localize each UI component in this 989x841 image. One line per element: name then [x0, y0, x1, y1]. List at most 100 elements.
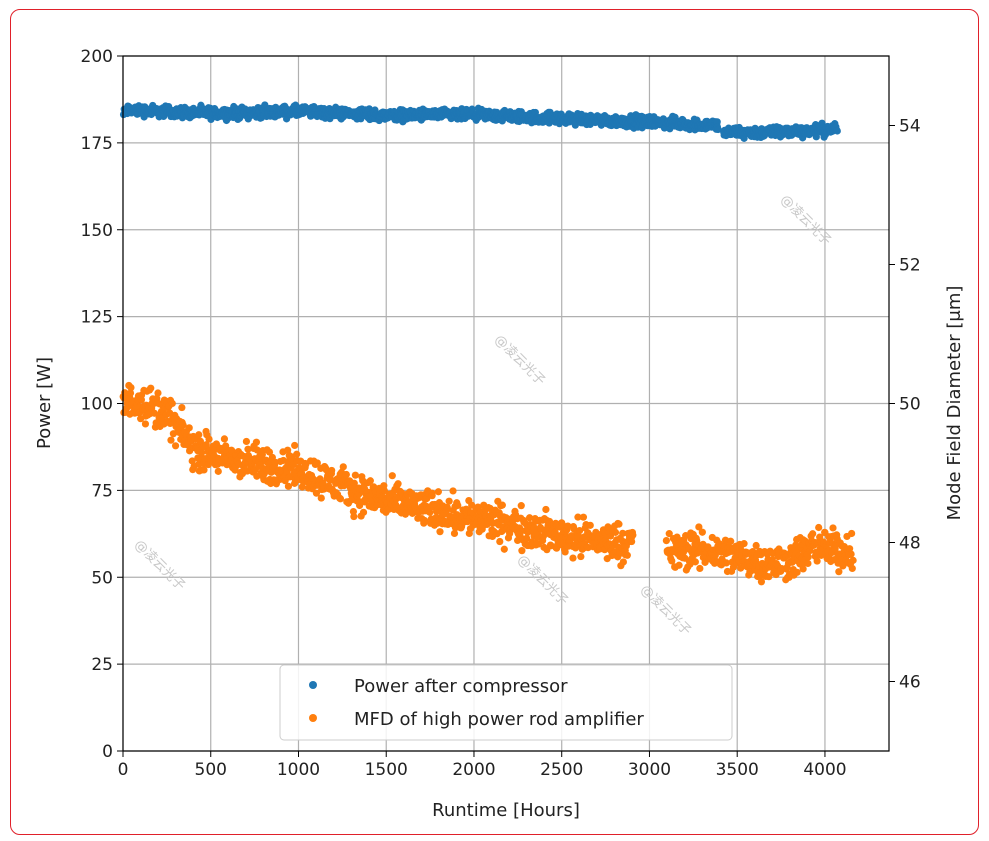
y-tick-label: 175	[81, 134, 113, 154]
data-point	[619, 529, 627, 537]
data-point	[518, 547, 526, 555]
data-point	[846, 545, 854, 553]
x-ticks: 0 500 1000 1500 2000 2500 3000 3500 4000	[118, 751, 847, 780]
image-border	[10, 9, 979, 835]
series-1	[119, 381, 857, 586]
x-tick-label: 4000	[803, 760, 846, 780]
data-point	[847, 550, 855, 558]
x-tick-label: 3000	[628, 760, 671, 780]
data-point	[436, 528, 444, 536]
y-right-tick-label: 50	[899, 395, 921, 415]
y-tick-label: 25	[91, 655, 113, 675]
data-point	[295, 464, 303, 472]
data-point	[284, 482, 293, 490]
data-point	[673, 533, 681, 541]
data-point	[561, 548, 569, 556]
x-tick-label: 2000	[452, 760, 495, 780]
data-point	[293, 450, 301, 458]
data-point	[197, 449, 206, 457]
data-point	[317, 494, 325, 502]
data-point	[178, 403, 186, 412]
data-point	[167, 436, 175, 444]
data-point	[168, 399, 176, 408]
data-point	[615, 520, 623, 528]
data-point	[829, 524, 837, 532]
data-point	[244, 445, 252, 453]
data-point	[662, 536, 670, 545]
data-point	[668, 557, 676, 565]
data-point	[848, 564, 856, 573]
data-point	[426, 508, 434, 516]
x-tick-label: 0	[118, 760, 129, 780]
x-axis-label: Runtime [Hours]	[432, 800, 580, 821]
x-tick-label: 3500	[716, 760, 759, 780]
data-point	[454, 501, 462, 510]
data-point	[496, 537, 504, 546]
data-point	[449, 487, 457, 495]
x-tick-label: 2500	[540, 760, 583, 780]
data-point	[265, 448, 274, 456]
data-point	[713, 118, 721, 126]
data-point	[812, 133, 820, 141]
data-point	[515, 524, 524, 532]
data-point	[757, 578, 766, 586]
data-point	[793, 568, 801, 576]
data-point	[359, 477, 367, 485]
legend-box	[279, 664, 733, 741]
data-point	[586, 521, 594, 529]
data-point	[804, 559, 812, 568]
x-tick-label: 500	[195, 760, 227, 780]
data-point	[185, 424, 193, 432]
data-point	[339, 463, 347, 471]
data-point	[695, 523, 703, 531]
data-point	[312, 489, 321, 497]
data-point	[740, 540, 748, 548]
data-point	[628, 537, 636, 546]
data-point	[420, 516, 429, 525]
data-point	[665, 530, 673, 538]
data-point	[623, 551, 631, 559]
data-point	[350, 512, 358, 521]
data-point	[359, 508, 368, 516]
data-point	[351, 471, 359, 479]
data-point	[816, 533, 824, 541]
data-point	[196, 437, 205, 445]
data-point	[291, 441, 299, 450]
data-point	[195, 431, 203, 439]
data-point	[313, 459, 321, 467]
data-point	[523, 534, 531, 542]
data-point	[765, 573, 773, 581]
data-point	[428, 492, 436, 500]
data-point	[835, 568, 843, 576]
data-point	[727, 537, 735, 545]
y-ticks: 0 25 50 75 100 125 150 175 200	[81, 47, 123, 762]
data-point	[434, 488, 442, 496]
y-tick-label: 75	[91, 481, 113, 501]
data-point	[336, 495, 345, 503]
data-point	[141, 420, 150, 428]
y-ticks-right: 46 48 50 52 54	[889, 117, 921, 693]
data-point	[127, 383, 135, 392]
y-right-tick-label: 54	[899, 117, 921, 137]
data-point	[815, 523, 823, 532]
data-point	[579, 513, 588, 521]
data-point	[366, 477, 374, 485]
y-tick-label: 150	[81, 221, 113, 241]
data-point	[220, 435, 229, 443]
y-tick-label: 50	[91, 568, 113, 588]
x-tick-label: 1000	[277, 760, 320, 780]
y-tick-label: 0	[102, 742, 113, 762]
data-point	[809, 530, 817, 538]
data-point	[619, 558, 627, 566]
x-tick-label: 1500	[365, 760, 408, 780]
legend-label-power: Power after compressor	[354, 676, 568, 697]
y-tick-label: 125	[81, 308, 113, 328]
data-point	[574, 513, 582, 521]
data-point	[394, 480, 402, 488]
data-point	[445, 497, 453, 505]
data-point	[564, 522, 572, 530]
y-right-tick-label: 48	[899, 534, 921, 554]
legend-label-mfd: MFD of high power rod amplifier	[354, 709, 644, 730]
data-point	[569, 554, 577, 562]
